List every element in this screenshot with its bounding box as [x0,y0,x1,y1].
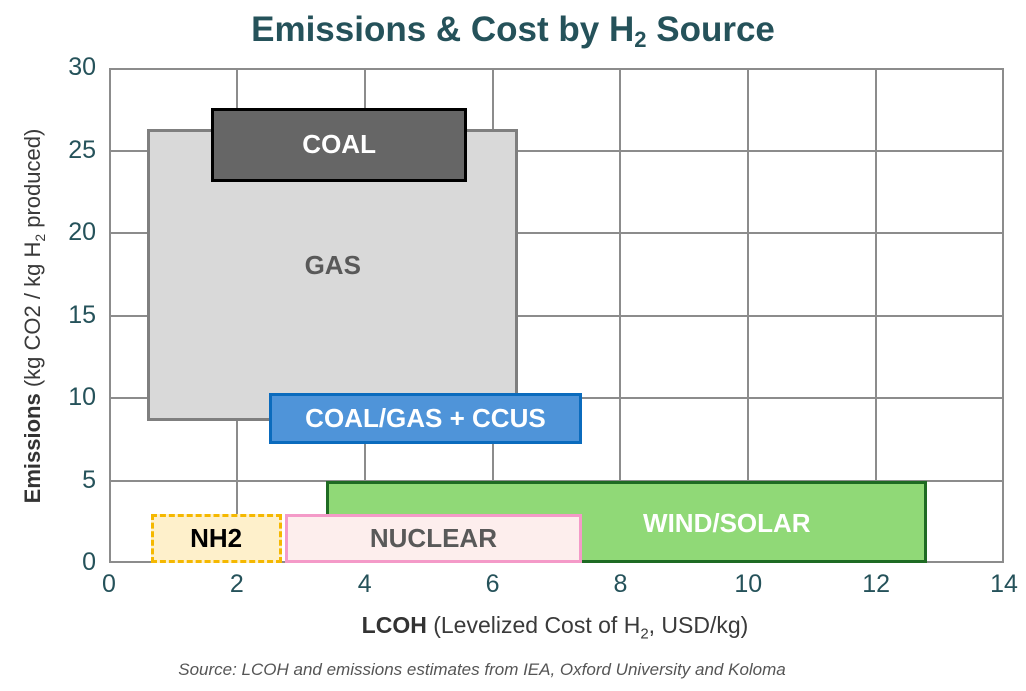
x-tick-label: 6 [485,570,500,598]
x-tick-label: 12 [862,570,891,598]
y-tick-label: 10 [68,383,96,411]
x-tick-label: 10 [734,570,763,598]
y-tick-label: 20 [68,218,96,246]
range-box-nh2: NH2 [150,513,282,563]
source-note: Source: LCOH and emissions estimates fro… [178,660,786,679]
x-tick-label: 2 [229,570,244,598]
x-tick-label: 8 [613,570,628,598]
x-tick-label: 0 [102,570,116,598]
x-tick-label: 4 [357,570,372,598]
y-tick-label: 30 [68,53,96,81]
gridline-y [109,149,1004,152]
chart-title: Emissions & Cost by H2 Source [251,10,775,52]
y-tick-label: 25 [68,135,96,164]
y-tick-label: 5 [82,465,96,494]
x-axis-label: LCOH (Levelized Cost of H2, USD/kg) [361,612,749,643]
range-box-nuclear: NUCLEAR [284,513,583,563]
range-box-coal-gas-ccus: COAL/GAS + CCUS [268,393,583,445]
y-tick-label: 15 [68,300,96,329]
y-axis-label: Emissions (kg CO2 / kg H2 produced) [19,128,49,504]
x-tick-label: 14 [990,570,1018,598]
gridline-y [109,314,1004,317]
y-tick-label: 0 [82,548,96,576]
gridline-y [109,232,1004,234]
range-box-coal: COAL [211,107,467,182]
